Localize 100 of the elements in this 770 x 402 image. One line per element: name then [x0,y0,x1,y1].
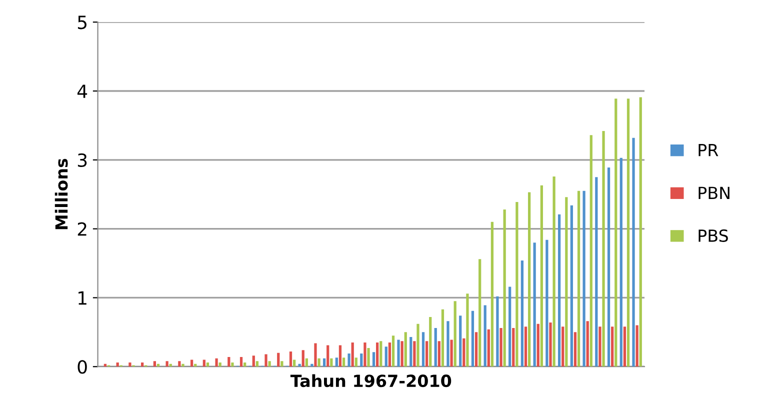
bar [178,361,181,367]
bar [280,361,284,367]
y-tick-label: 4 [77,84,88,98]
bar [182,364,184,367]
bar [388,342,392,367]
bar [595,177,598,367]
bar [434,328,437,367]
bar [607,167,610,367]
bar [446,321,450,367]
legend-label: PR [698,144,718,156]
legend-label: PBN [698,186,730,199]
bar [636,325,638,367]
bar [342,358,346,367]
bar [166,361,168,367]
bar [487,329,490,367]
bar [360,354,363,367]
bar [330,358,333,367]
bar [614,98,618,367]
y-tick-label: 5 [78,16,86,30]
bar [574,332,577,367]
bar [397,340,400,367]
bar [611,326,614,367]
bar [116,362,119,367]
bar [218,362,222,367]
bar [413,341,416,367]
bar [520,260,524,367]
bar [335,358,338,367]
bar [326,345,330,367]
bar [215,358,218,367]
bar [478,259,482,367]
bar [305,358,308,367]
bar [429,317,432,367]
bar [190,360,194,367]
bar [623,326,626,367]
bar [322,358,326,367]
bar [372,352,376,367]
bar [400,341,404,367]
bar [503,210,506,367]
bar [384,346,388,367]
bar [292,360,296,367]
bar [404,332,407,367]
bar [632,138,635,367]
bar [268,361,271,367]
bar [450,340,453,367]
bar [354,358,358,367]
y-tick-label: 0 [78,360,87,374]
bar [256,361,259,367]
bar [392,336,395,367]
bar [546,240,548,367]
bar [264,354,268,367]
bar [128,362,132,367]
bar [512,328,515,367]
bar [367,348,370,367]
bar [598,326,602,367]
bar [231,362,234,367]
bar [558,214,561,367]
bar [602,130,605,367]
bar [153,361,156,367]
y-tick-label: 2 [78,222,86,236]
bar [206,362,210,367]
bar [577,190,580,367]
bar [590,135,592,367]
bar [490,222,494,367]
bar [348,354,350,367]
bar [338,345,342,367]
bar [252,356,255,367]
bar [528,192,531,367]
y-tick-label: 3 [78,153,87,168]
bar [582,190,586,367]
bar [459,316,462,367]
bar [466,294,469,367]
bar [410,336,412,367]
bar [471,310,474,367]
bar [298,364,301,367]
x-axis-title: Tahun 1967-2010 [290,374,452,388]
bar [586,321,589,367]
bar [484,305,486,367]
bar [422,332,425,367]
bar [552,176,556,367]
bar [500,328,502,367]
bar [570,205,573,367]
bar [240,356,243,367]
bar [277,352,280,367]
bar [508,286,512,367]
bar [533,242,536,367]
bar [228,356,230,367]
legend-label: PBS [698,229,728,242]
bar [549,322,552,367]
y-axis-title: Millions [54,158,68,230]
bar [376,342,379,367]
bar [562,326,564,367]
bar [141,362,144,367]
bar [416,324,420,367]
bar [314,343,317,367]
bar [626,98,630,367]
bar [318,358,320,367]
bar [244,362,246,367]
bar [474,332,478,367]
bar [524,326,528,367]
bar [496,296,499,367]
